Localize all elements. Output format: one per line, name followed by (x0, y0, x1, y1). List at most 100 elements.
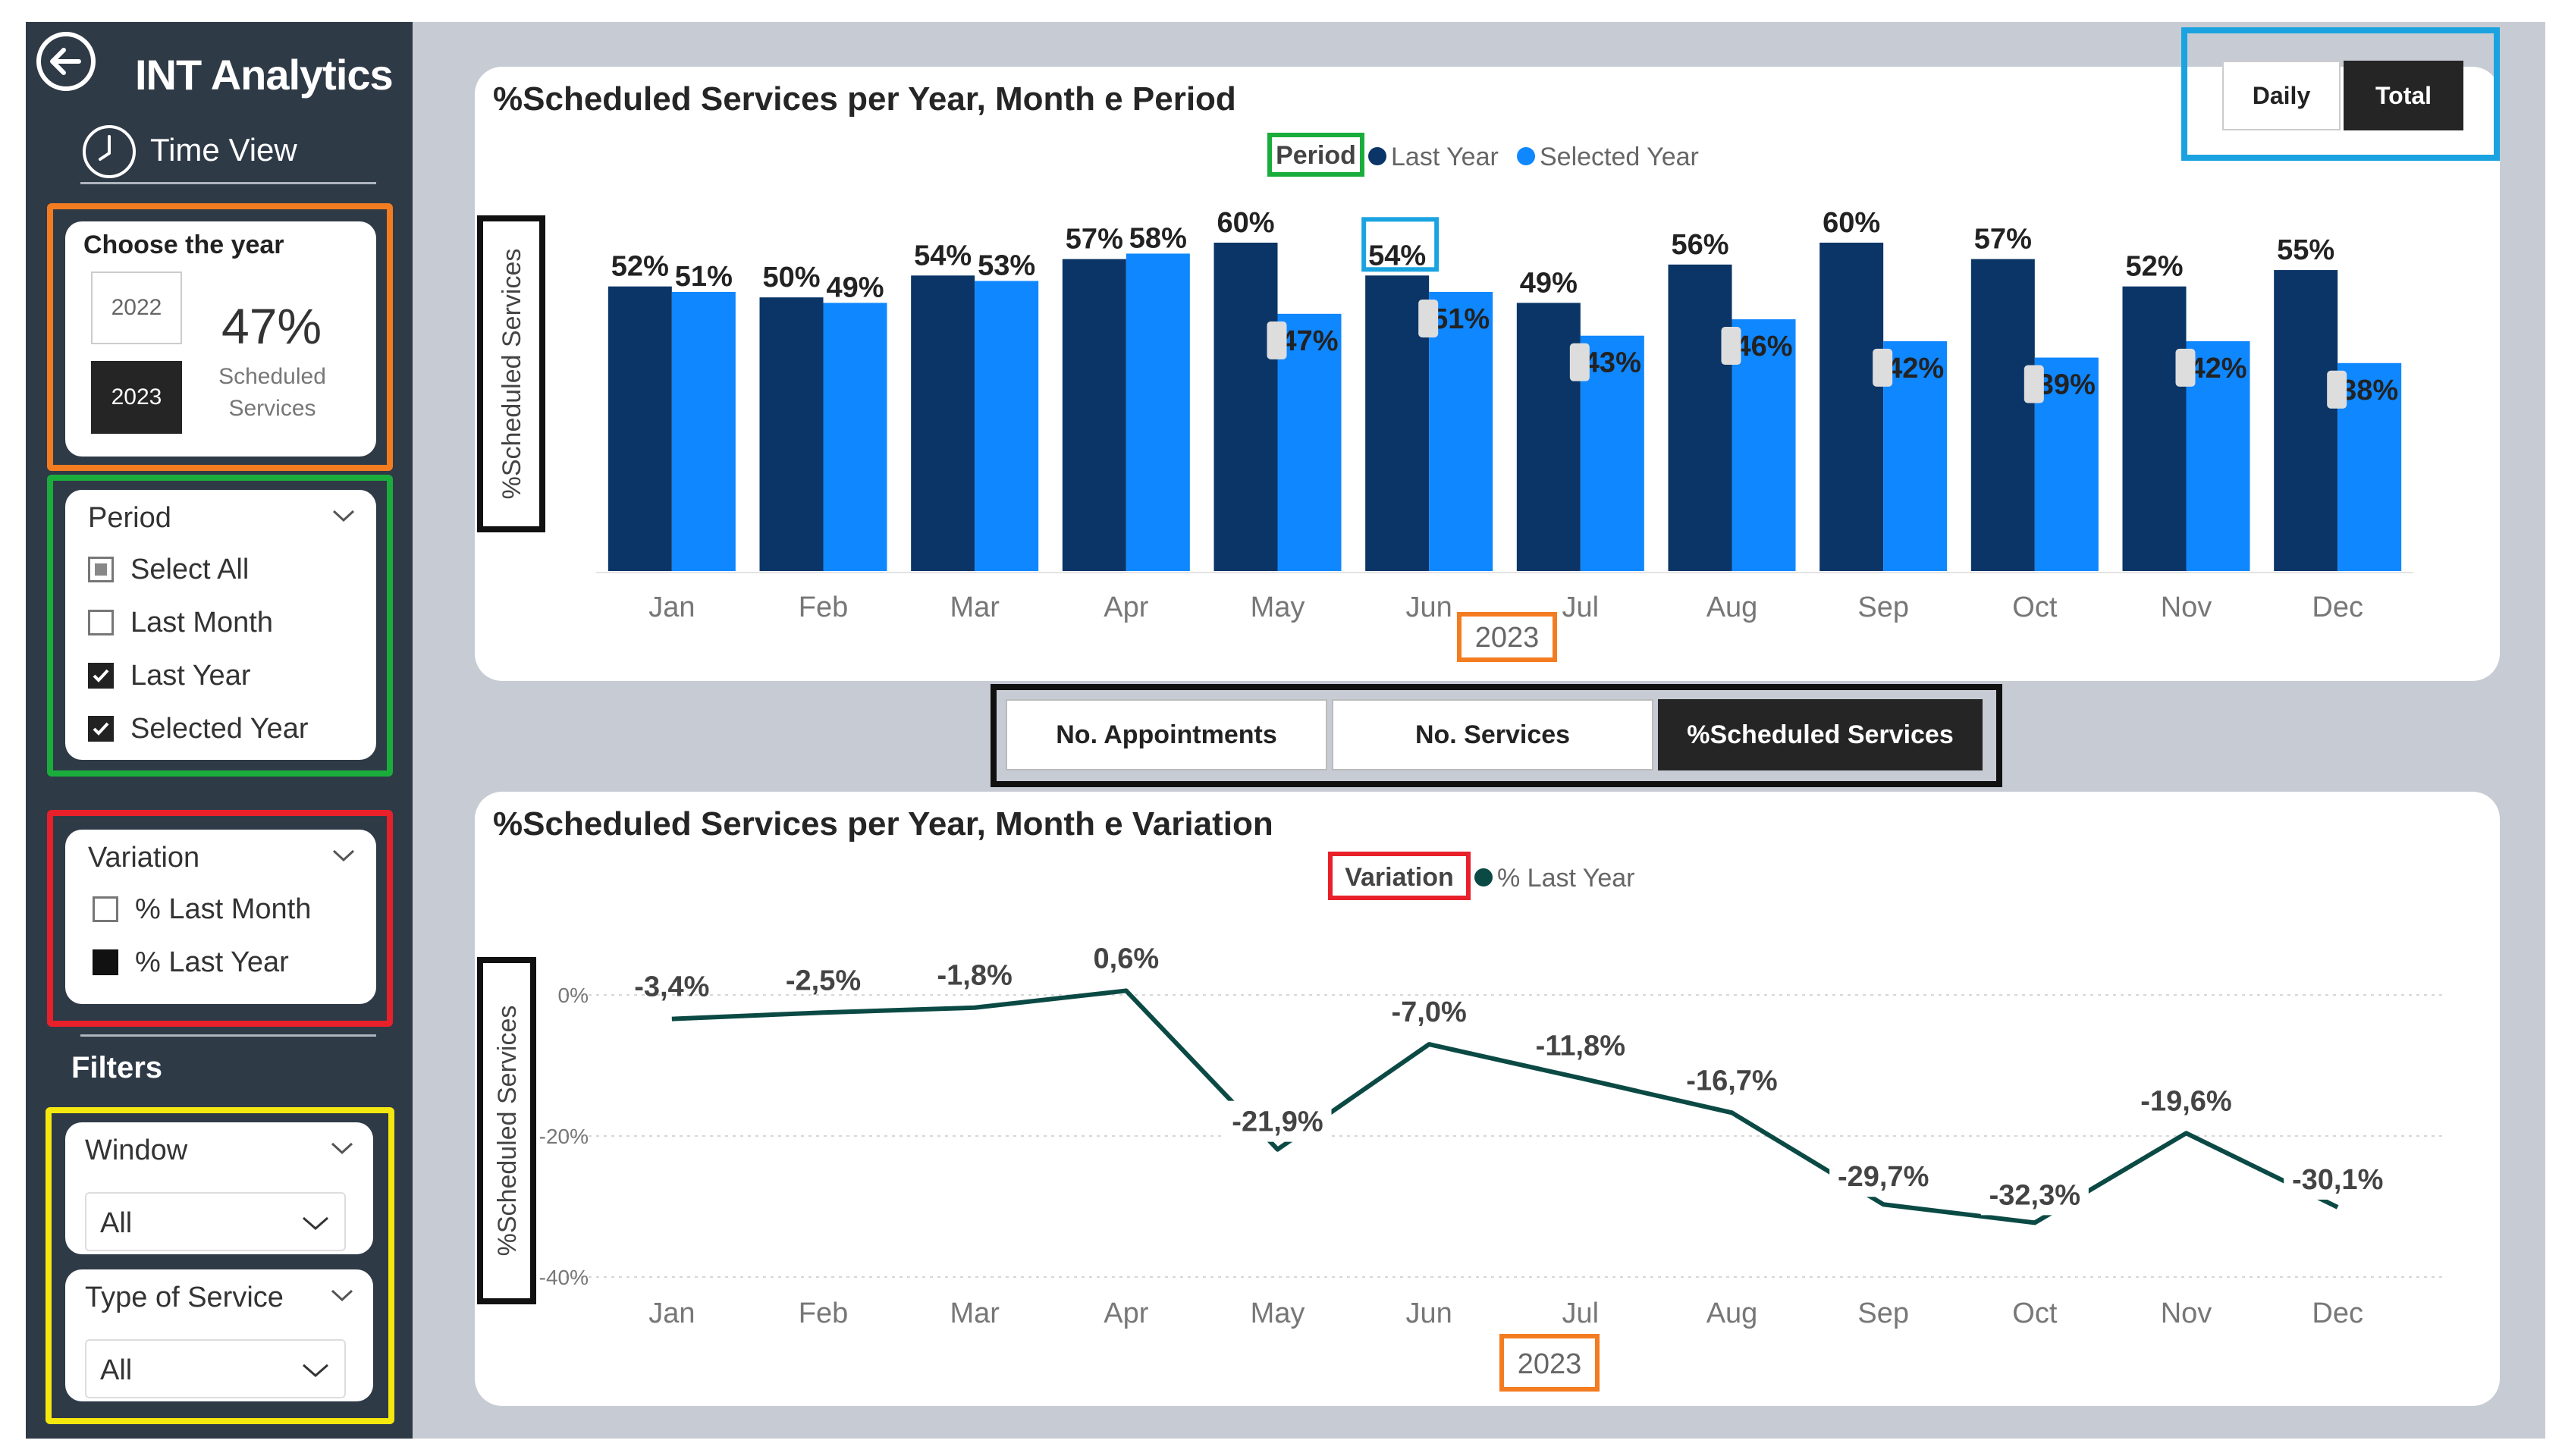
chevron-down-icon[interactable] (331, 507, 356, 525)
bar-last-year (2274, 270, 2338, 571)
variation-slicer-title: Variation (88, 842, 200, 874)
filters-title: Filters (71, 1051, 163, 1084)
bar-last-year (911, 275, 975, 571)
period-option-last-month[interactable]: Last Month (88, 604, 273, 642)
data-label-selected-year: 47% (1280, 325, 1338, 357)
service-type-filter: Type of Service All (65, 1269, 373, 1401)
label-backdrop (1267, 321, 1287, 359)
x-tick-label: Jul (1562, 592, 1600, 623)
period-option-last-year[interactable]: Last Year (88, 657, 250, 695)
x-tick-label: Nov (2161, 1298, 2212, 1329)
kpi-label-line-2: Services (228, 396, 316, 421)
data-label-selected-year: 46% (1735, 331, 1792, 362)
x-axis-title-frame (1499, 1334, 1600, 1392)
bar-selected-year (671, 291, 736, 571)
checkbox-checked[interactable] (88, 716, 114, 742)
tab-no-appointments[interactable]: No. Appointments (1006, 699, 1327, 770)
toggle-daily[interactable]: Daily (2222, 61, 2341, 130)
legend-marker-last-year (1474, 868, 1493, 886)
data-label-last-year: 54% (914, 240, 972, 271)
label-backdrop (1721, 327, 1741, 366)
data-label-selected-year: 42% (2189, 353, 2246, 384)
y-axis-title: %Scheduled Services (498, 249, 526, 500)
toggle-total[interactable]: Total (2344, 61, 2463, 130)
check-icon (93, 722, 109, 736)
x-tick-label: Sep (1857, 1298, 1909, 1329)
period-option-select-all[interactable]: Select All (88, 551, 249, 588)
data-label-last-year: 57% (1974, 224, 2032, 256)
data-label-last-year: 57% (1066, 224, 1123, 256)
data-label: -11,8% (1536, 1031, 1625, 1062)
chevron-down-icon[interactable] (331, 846, 356, 864)
data-label-last-year: 49% (1520, 267, 1578, 299)
window-filter-label: Window (85, 1134, 188, 1166)
label-backdrop (1569, 343, 1590, 381)
x-tick-label: May (1251, 1298, 1305, 1329)
data-label: -30,1% (2292, 1164, 2383, 1196)
period-option-selected-year[interactable]: Selected Year (88, 710, 309, 748)
chevron-down-icon[interactable] (329, 1286, 355, 1304)
x-axis-title: 2023 (1518, 1348, 1582, 1380)
label-backdrop (2175, 348, 2196, 387)
variation-option-last-year[interactable]: % Last Year (93, 943, 289, 981)
x-tick-label: Oct (2012, 1298, 2058, 1329)
checkbox-partial[interactable] (88, 557, 114, 582)
label-backdrop (2024, 365, 2044, 403)
variation-option-label: % Last Year (135, 946, 289, 978)
label-backdrop (1418, 299, 1439, 337)
x-tick-label: Feb (799, 1298, 848, 1329)
variation-option-last-month[interactable]: % Last Month (93, 890, 311, 928)
nav-divider (80, 182, 376, 184)
data-label-last-year: 60% (1217, 207, 1274, 239)
legend-label-last-year: Last Year (1391, 143, 1499, 171)
data-label: -16,7% (1686, 1065, 1777, 1097)
period-option-label: Selected Year (130, 712, 309, 745)
x-tick-label: Mar (950, 1298, 1000, 1329)
tab-scheduled-services[interactable]: %Scheduled Services (1658, 699, 1983, 770)
bar-last-year (1819, 243, 1884, 571)
data-label: -1,8% (937, 960, 1013, 992)
nav-time-view[interactable]: Time View (80, 121, 369, 182)
data-label: -29,7% (1838, 1161, 1929, 1193)
bar-selected-year (1126, 253, 1190, 571)
year-button-2022[interactable]: 2022 (91, 271, 182, 344)
year-card-title: Choose the year (83, 231, 284, 259)
x-tick-label: Mar (950, 592, 1000, 623)
service-type-dropdown[interactable]: All (85, 1339, 346, 1398)
bar-selected-year (975, 281, 1039, 571)
data-label-last-year: 54% (1368, 240, 1426, 271)
chevron-down-icon[interactable] (329, 1139, 355, 1157)
x-tick-label: Jan (648, 1298, 695, 1329)
legend-label-last-year: % Last Year (1497, 864, 1634, 893)
bar-last-year (1970, 259, 2035, 571)
label-backdrop (1223, 1100, 1332, 1142)
x-tick-label: Apr (1104, 1298, 1148, 1329)
checkbox-checked[interactable] (88, 663, 114, 689)
legend-title-frame (1267, 133, 1364, 177)
year-button-2023[interactable]: 2023 (91, 361, 182, 434)
label-backdrop (2284, 1158, 2392, 1200)
x-tick-label: Oct (2012, 592, 2058, 623)
bar-selected-year (1732, 319, 1796, 571)
label-backdrop (1829, 1156, 1938, 1197)
x-tick-label: Apr (1104, 592, 1148, 623)
back-button[interactable] (33, 29, 99, 94)
window-dropdown[interactable]: All (85, 1192, 346, 1251)
checkbox-unchecked[interactable] (88, 610, 114, 635)
checkbox-checked[interactable] (93, 949, 118, 975)
bar-last-year (608, 286, 672, 571)
period-slicer-title: Period (88, 502, 171, 534)
bar-selected-year (1429, 291, 1493, 571)
data-label: -21,9% (1232, 1106, 1323, 1138)
label-backdrop (1980, 1174, 2089, 1216)
data-label-selected-year: 49% (826, 271, 884, 303)
data-label-selected-year: 58% (1129, 222, 1187, 254)
variation-slicer: Variation % Last Month % Last Year (65, 830, 376, 1004)
year-card: Choose the year 2022 2023 47% Scheduled … (65, 221, 376, 457)
bar-selected-year (1277, 313, 1342, 571)
period-slicer: Period Select All Last Month Last Year S… (65, 490, 376, 760)
x-tick-label: Feb (799, 592, 848, 623)
tab-no-services[interactable]: No. Services (1332, 699, 1653, 770)
x-tick-label: Jul (1562, 1298, 1600, 1329)
checkbox-unchecked[interactable] (93, 896, 118, 922)
